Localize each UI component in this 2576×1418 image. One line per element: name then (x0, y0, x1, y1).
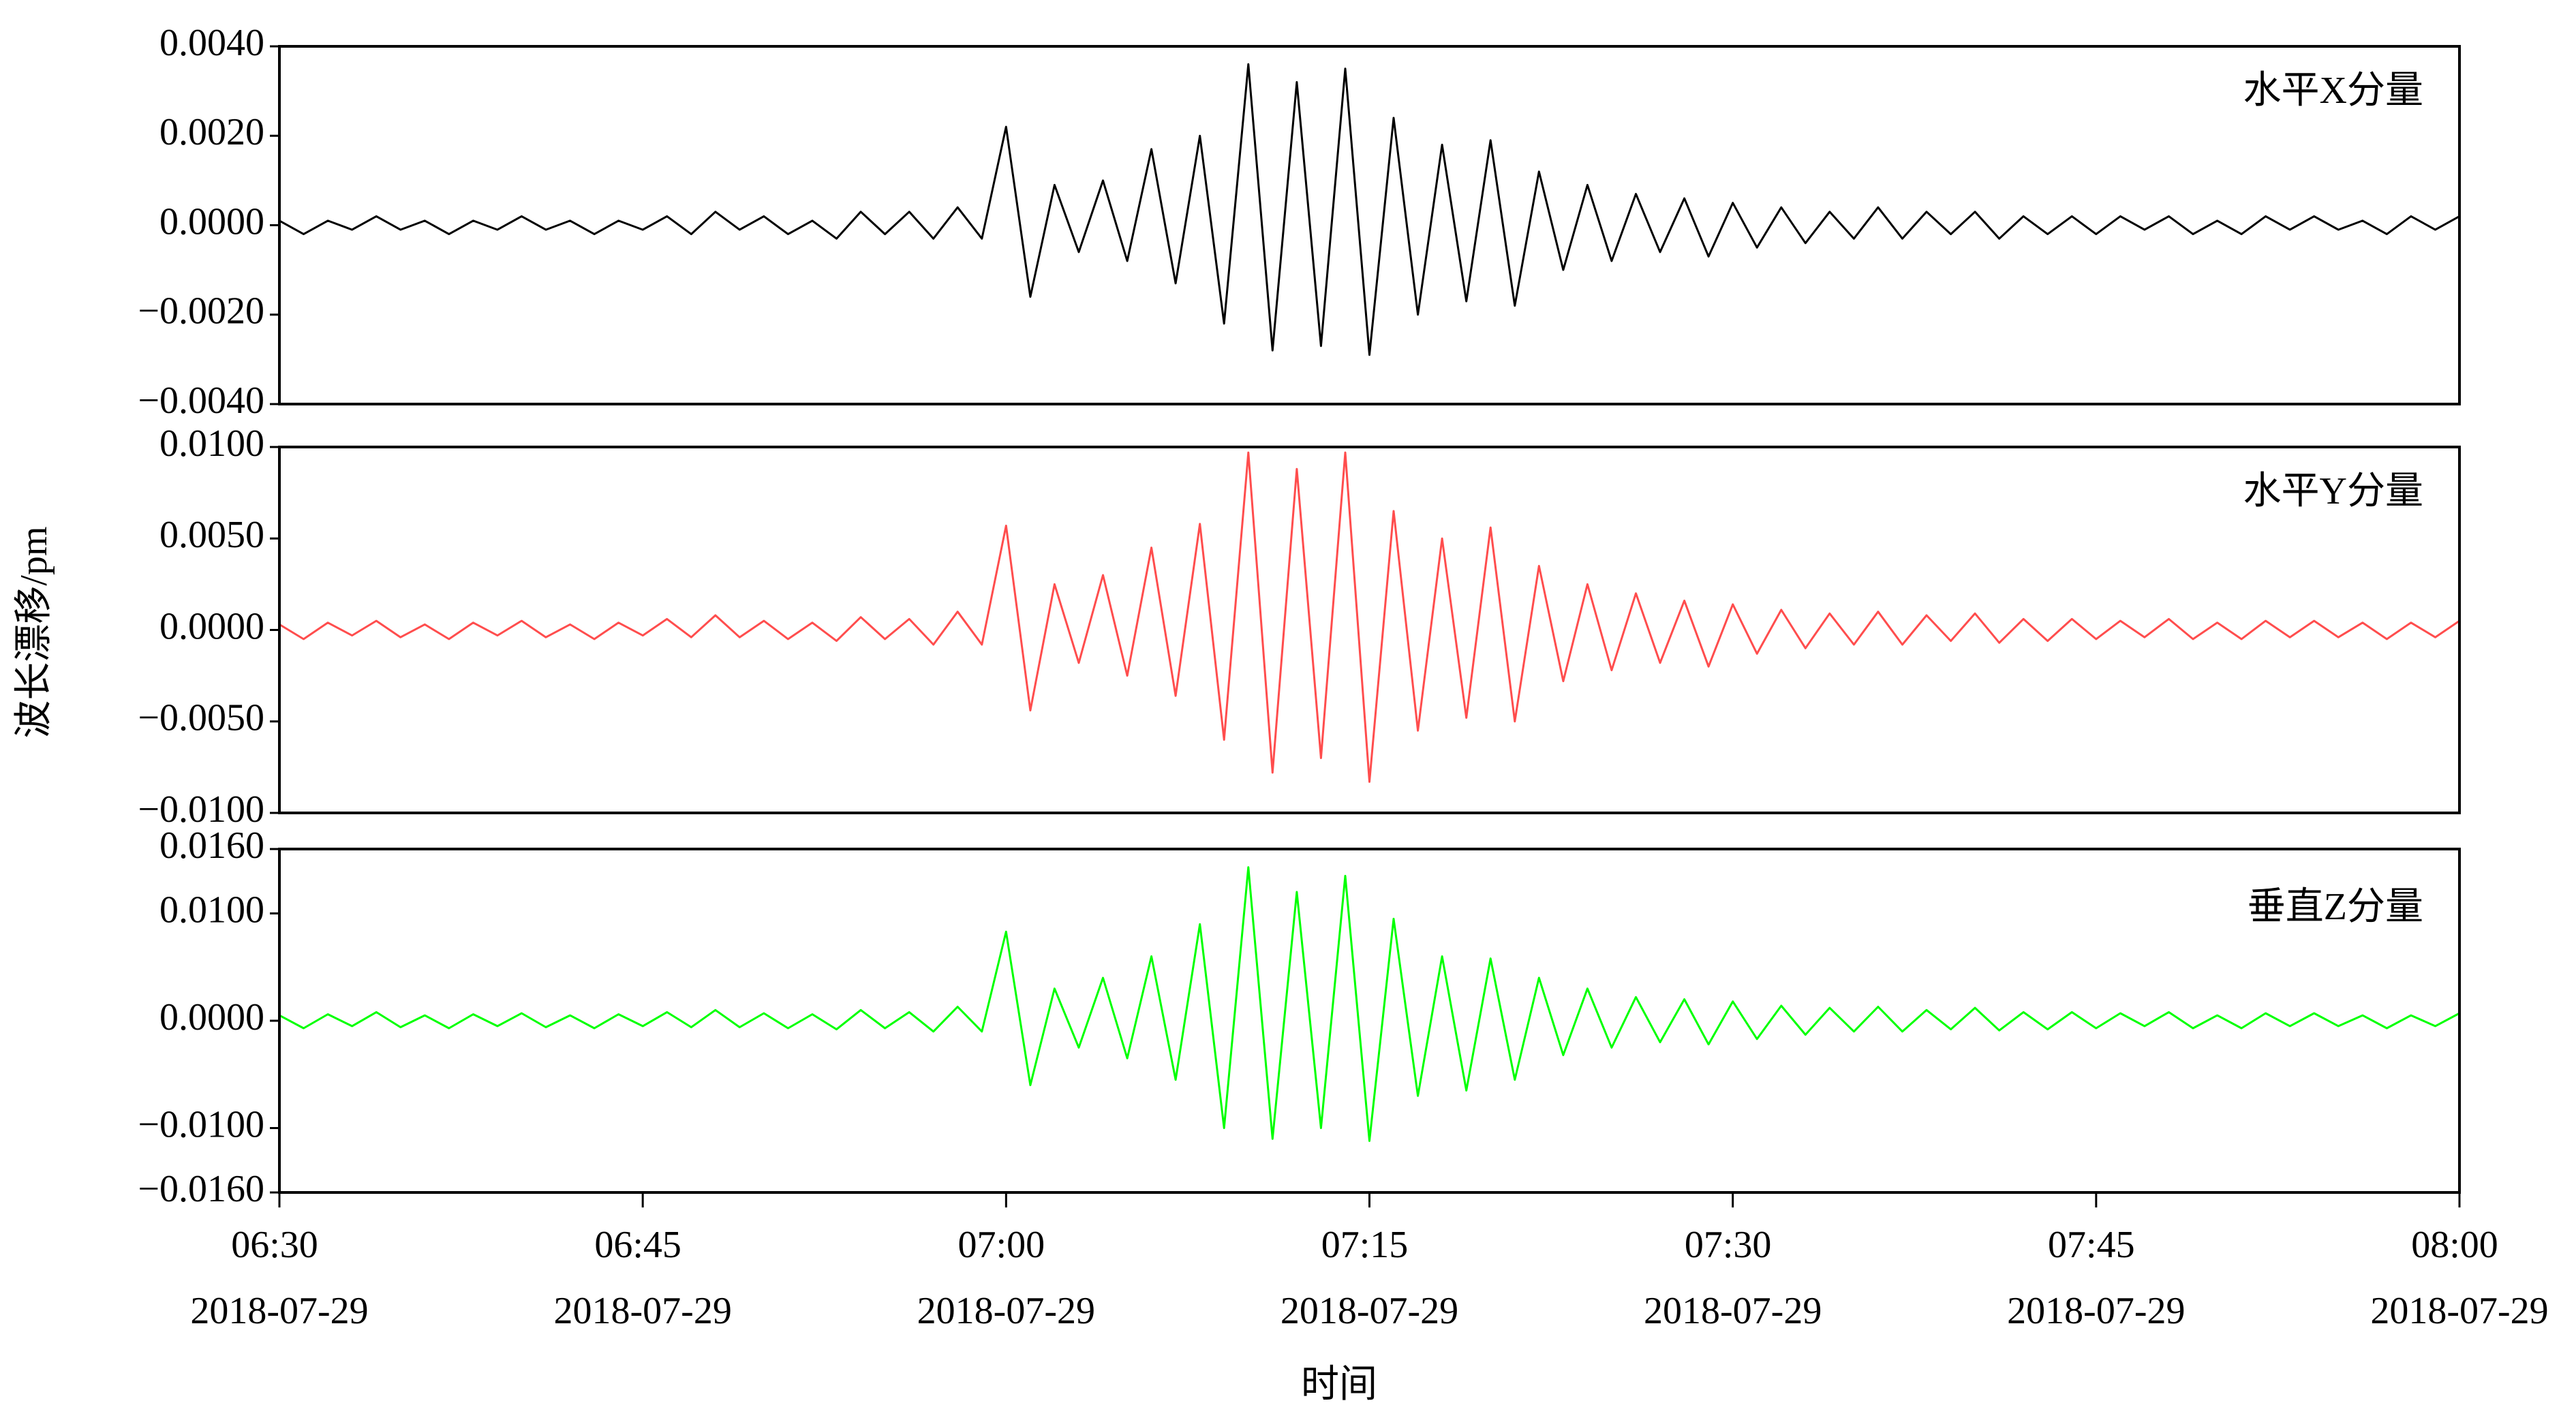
y-axis-label: 波长漂移/pm (13, 526, 55, 738)
x-tick-label: 07:30 2018-07-29 (1644, 1224, 1822, 1332)
series-line (279, 866, 2460, 1142)
y-tick-label: 0.0000 (159, 605, 264, 647)
x-tick-label: 06:45 2018-07-29 (554, 1224, 732, 1332)
y-tick-label: 0.0040 (159, 22, 264, 64)
series-line (279, 451, 2460, 783)
y-tick-label: 0.0020 (159, 111, 264, 153)
y-tick-label: −0.0020 (138, 290, 264, 333)
x-tick-label: 08:00 2018-07-29 (2370, 1224, 2548, 1332)
y-tick-label: 0.0160 (159, 824, 264, 867)
legend-label: 水平X分量 (2243, 70, 2423, 112)
y-tick-label: −0.0100 (138, 788, 264, 831)
y-tick-label: −0.0100 (138, 1103, 264, 1145)
y-tick-label: 0.0000 (159, 200, 264, 243)
y-tick-label: 0.0050 (159, 514, 264, 556)
y-tick-label: −0.0040 (138, 380, 264, 422)
y-tick-label: 0.0100 (159, 889, 264, 931)
y-tick-label: −0.0050 (138, 697, 264, 739)
legend-label: 水平Y分量 (2243, 470, 2423, 512)
x-tick-label: 07:00 2018-07-29 (917, 1224, 1095, 1332)
x-tick-label: 07:45 2018-07-29 (2007, 1224, 2185, 1332)
series-line (279, 63, 2460, 356)
x-axis-label: 时间 (1301, 1363, 1377, 1406)
y-tick-label: 0.0000 (159, 996, 264, 1038)
legend-label: 垂直Z分量 (2248, 886, 2423, 928)
x-tick-label: 06:30 2018-07-29 (190, 1224, 368, 1332)
y-tick-label: 0.0100 (159, 422, 264, 465)
x-tick-label: 07:15 2018-07-29 (1281, 1224, 1458, 1332)
y-tick-label: −0.0160 (138, 1168, 264, 1210)
